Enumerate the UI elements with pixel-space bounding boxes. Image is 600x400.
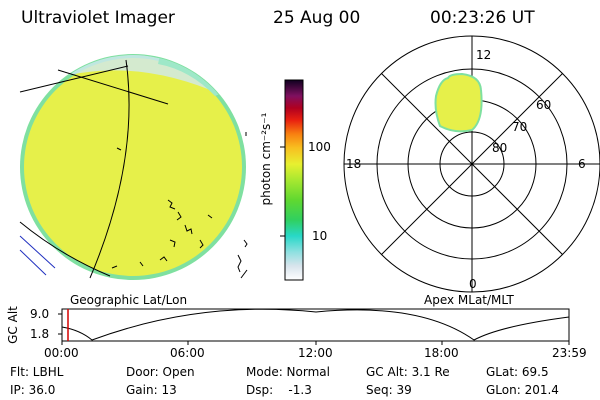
earth-disk [19,54,248,280]
app-title: Ultraviolet Imager [21,8,175,28]
colorbar-label: photon cm⁻²s⁻¹ [259,112,273,206]
info-gc-alt: GC Alt: 3.1 Re [366,365,450,379]
colorbar [280,79,304,281]
mlt-label-0: 0 [469,277,477,291]
info-seq: Seq: 39 [366,383,412,397]
auroral-oval [434,72,483,133]
mlt-label-6: 6 [578,157,586,171]
mlat-label-60: 60 [536,98,552,112]
mlt-label-18: 18 [346,157,362,171]
apex-panel-label: Apex MLat/MLT [424,293,514,307]
alt-xtick-0000: 00:00 [44,346,79,360]
alt-ylabel: GC Alt [5,306,20,344]
info-dsp: Dsp: -1.3 [246,383,312,397]
info-mode: Mode: Normal [246,365,330,379]
alt-xtick-0600: 06:00 [170,346,205,360]
info-glat: GLat: 69.5 [486,365,549,379]
mlat-label-70: 70 [512,120,528,134]
colorbar-tick-100: 100 [308,140,331,154]
info-flt: Flt: LBHL [10,365,64,379]
info-door: Door: Open [126,365,195,379]
apex-polar-plot [343,35,600,293]
mlat-label-80: 80 [492,141,508,155]
colorbar-tick-10: 10 [312,229,328,243]
mlt-label-12: 12 [476,48,492,62]
alt-xtick-1200: 12:00 [298,346,333,360]
alt-xtick-1800: 18:00 [424,346,459,360]
geo-panel-label: Geographic Lat/Lon [70,293,188,307]
alt-ytick-1-8: 1.8 [30,327,50,341]
time-label: 00:23:26 UT [430,8,535,28]
info-ip: IP: 36.0 [10,383,56,397]
info-glon: GLon: 201.4 [486,383,559,397]
alt-ytick-9: 9.0 [30,307,50,321]
info-gain: Gain: 13 [126,383,177,397]
alt-xtick-2359: 23:59 [552,346,587,360]
altitude-plot [58,308,570,345]
date-label: 25 Aug 00 [273,8,361,28]
